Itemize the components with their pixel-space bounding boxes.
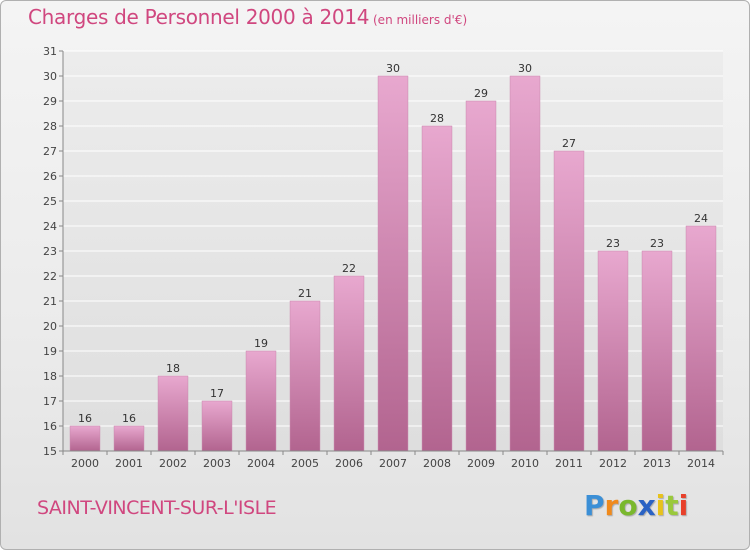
- logo-letter: t: [665, 489, 679, 522]
- bar: [641, 250, 673, 452]
- x-tick-label: 2010: [511, 457, 539, 470]
- x-tick-label: 2008: [423, 457, 451, 470]
- bar-value-label: 19: [254, 337, 268, 350]
- y-tick-label: 15: [43, 445, 57, 458]
- bar: [421, 125, 453, 452]
- bar-value-label: 29: [474, 87, 488, 100]
- y-tick-label: 16: [43, 420, 57, 433]
- y-tick-label: 23: [43, 245, 57, 258]
- x-tick-label: 2007: [379, 457, 407, 470]
- bar: [685, 225, 717, 452]
- bar: [597, 250, 629, 452]
- logo-letter: r: [604, 489, 619, 522]
- x-tick-label: 2014: [687, 457, 715, 470]
- bar-value-label: 16: [78, 412, 92, 425]
- bar: [69, 425, 101, 452]
- y-tick-label: 31: [43, 45, 57, 58]
- logo-letter: x: [637, 489, 656, 522]
- x-tick-label: 2011: [555, 457, 583, 470]
- bar-value-label: 30: [386, 62, 400, 75]
- proxiti-logo: Proxiti: [584, 489, 688, 522]
- y-tick-label: 27: [43, 145, 57, 158]
- x-tick-label: 2002: [159, 457, 187, 470]
- bar: [465, 100, 497, 452]
- bars: 16 16 18 17 19 21 22 30 28 29 30 27 23 23 24: [69, 62, 717, 452]
- x-tick-label: 2001: [115, 457, 143, 470]
- logo-letter: o: [618, 489, 638, 522]
- y-tick-label: 28: [43, 120, 57, 133]
- bar: [377, 75, 409, 452]
- x-tick-label: 2012: [599, 457, 627, 470]
- bar: [333, 275, 365, 452]
- bar-value-label: 22: [342, 262, 356, 275]
- y-axis: 15 16 17 18 19 20 21 22 23 24 25 26 27 28 29 30 31: [43, 45, 64, 458]
- y-tick-label: 24: [43, 220, 57, 233]
- bar-value-label: 30: [518, 62, 532, 75]
- bar: [113, 425, 145, 452]
- x-tick-label: 2009: [467, 457, 495, 470]
- bar: [201, 400, 233, 452]
- bar-value-label: 24: [694, 212, 708, 225]
- x-axis: 2000 2001 2002 2003 2004 2005 2006 2007 2008 2009…: [62, 450, 724, 470]
- logo-letter: i: [655, 489, 666, 522]
- y-tick-label: 18: [43, 370, 57, 383]
- bar: [157, 375, 189, 452]
- y-tick-label: 17: [43, 395, 57, 408]
- chart-title: Charges de Personnel 2000 à 2014: [28, 5, 370, 29]
- y-tick-label: 30: [43, 70, 57, 83]
- x-tick-label: 2013: [643, 457, 671, 470]
- y-tick-label: 25: [43, 195, 57, 208]
- chart-subtitle: (en milliers d'€): [373, 13, 468, 27]
- bar: [245, 350, 277, 452]
- y-tick-label: 20: [43, 320, 57, 333]
- commune-name: SAINT-VINCENT-SUR-L'ISLE: [37, 497, 277, 519]
- x-tick-label: 2005: [291, 457, 319, 470]
- bar-value-label: 18: [166, 362, 180, 375]
- bar-value-label: 16: [122, 412, 136, 425]
- bar: [553, 150, 585, 452]
- x-tick-label: 2003: [203, 457, 231, 470]
- x-tick-label: 2006: [335, 457, 363, 470]
- y-tick-label: 19: [43, 345, 57, 358]
- bar-value-label: 21: [298, 287, 312, 300]
- bar: [289, 300, 321, 452]
- bar-value-label: 17: [210, 387, 224, 400]
- y-tick-label: 22: [43, 270, 57, 283]
- y-tick-label: 29: [43, 95, 57, 108]
- bar: [509, 75, 541, 452]
- x-tick-label: 2004: [247, 457, 275, 470]
- logo-letter: P: [584, 489, 605, 522]
- bar-value-label: 23: [606, 237, 620, 250]
- bar-value-label: 28: [430, 112, 444, 125]
- bar-value-label: 27: [562, 137, 576, 150]
- x-tick-label: 2000: [71, 457, 99, 470]
- logo-letter: i: [678, 489, 689, 522]
- bar-value-label: 23: [650, 237, 664, 250]
- y-tick-label: 21: [43, 295, 57, 308]
- y-tick-label: 26: [43, 170, 57, 183]
